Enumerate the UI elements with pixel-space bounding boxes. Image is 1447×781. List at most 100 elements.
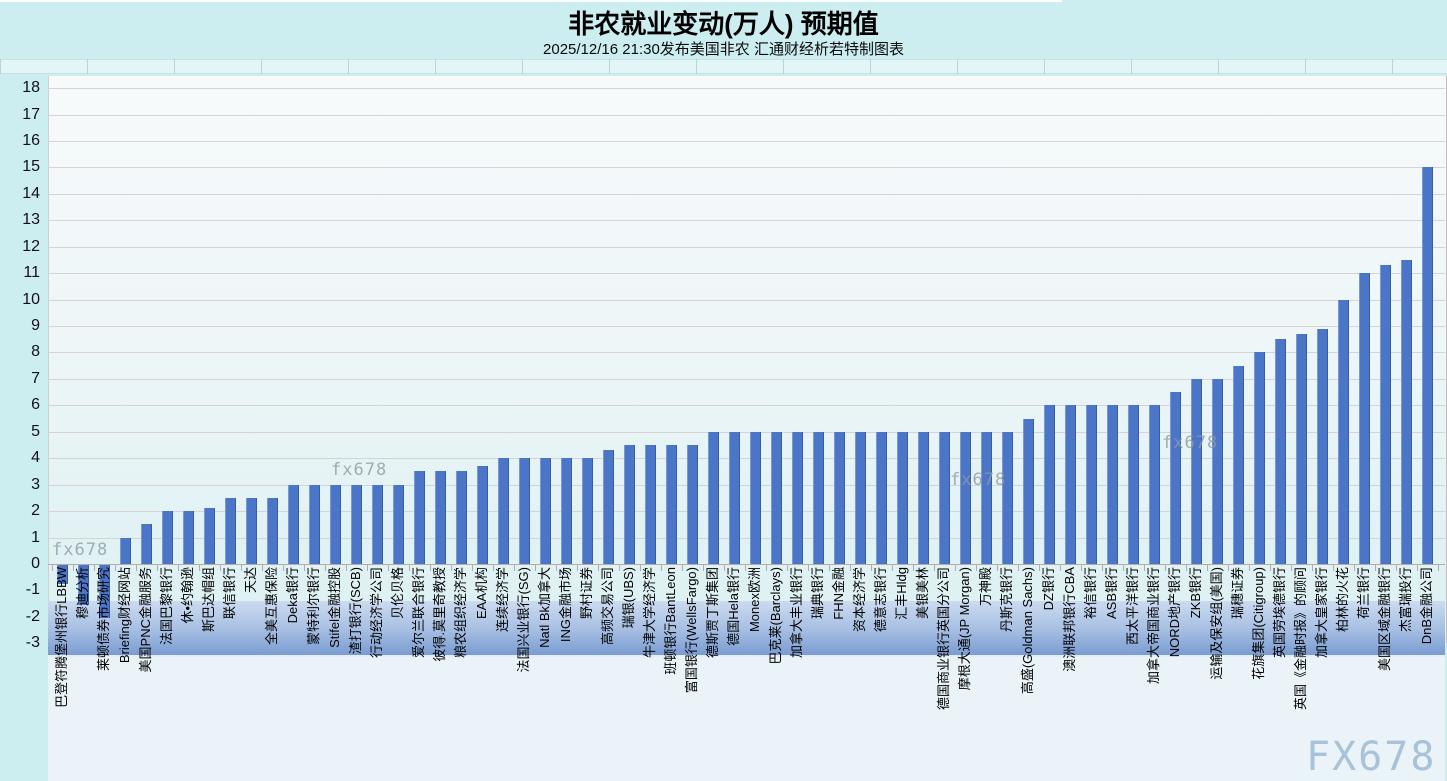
bar — [371, 484, 383, 564]
axis-tick — [1311, 565, 1313, 571]
axis-tick — [1374, 565, 1376, 571]
y-axis-tick-label: 17 — [22, 105, 40, 123]
x-axis-label: 瑞典银行 — [810, 567, 825, 620]
axis-tick — [345, 565, 347, 571]
gridline — [48, 431, 1445, 433]
axis-tick — [1122, 565, 1124, 571]
x-axis-label: 蒙特利尔银行 — [306, 567, 321, 646]
gridline — [48, 193, 1445, 195]
x-axis-label: 高盛(Goldman Sachs) — [1020, 567, 1035, 695]
gridline — [48, 326, 1445, 328]
bar — [602, 450, 614, 564]
x-axis-label: ING金融市场 — [558, 567, 573, 643]
bar — [707, 431, 719, 564]
x-axis-label: 粮农组织经济学 — [453, 567, 468, 659]
x-axis-label: 巴登符腾堡州银行LBBW — [54, 567, 69, 708]
axis-tick — [975, 565, 977, 571]
axis-tick — [492, 565, 494, 571]
x-axis-label: 天达 — [243, 567, 258, 594]
x-axis-label: 牛津大学经济学 — [642, 567, 657, 659]
x-axis-label: NORD地产银行 — [1167, 567, 1182, 658]
x-axis-label: 法国巴黎银行 — [159, 567, 174, 646]
watermark: fx678 — [52, 540, 109, 560]
bar — [77, 565, 89, 605]
axis-tick — [1353, 565, 1355, 571]
axis-tick — [1416, 565, 1418, 571]
y-axis-tick-label: 10 — [22, 290, 40, 308]
bar — [1379, 265, 1391, 564]
axis-tick — [282, 565, 284, 571]
axis-tick — [849, 565, 851, 571]
axis-tick — [912, 565, 914, 571]
x-axis-label: 高频交易公司 — [600, 567, 615, 646]
gridline — [48, 484, 1445, 486]
bar — [245, 497, 257, 564]
axis-tick — [429, 565, 431, 571]
bar — [539, 458, 551, 564]
axis-tick — [198, 565, 200, 571]
bar — [770, 431, 782, 564]
axis-tick — [702, 565, 704, 571]
bar — [917, 431, 929, 564]
axis-tick — [93, 565, 95, 571]
gridline — [48, 299, 1445, 301]
gridline — [48, 352, 1445, 354]
x-axis-label: 连续经济学 — [495, 567, 510, 633]
bar — [980, 431, 992, 564]
axis-tick — [219, 565, 221, 571]
y-axis-tick-label: 7 — [31, 369, 40, 387]
gridline — [48, 405, 1445, 407]
axis-tick — [135, 565, 137, 571]
bar — [1001, 431, 1013, 564]
x-axis-label: 德意志银行 — [873, 567, 888, 633]
bar — [875, 431, 887, 564]
x-axis-label: 休•约翰逊 — [180, 567, 195, 624]
x-axis-label: 爱尔兰联合银行 — [411, 567, 426, 659]
bar — [350, 484, 362, 564]
x-axis-label: Stifel金融控股 — [327, 567, 342, 648]
bar — [1022, 418, 1034, 564]
x-axis-label: 德斯贾丁斯集团 — [705, 567, 720, 659]
x-axis-label: Briefing财经网站 — [117, 567, 132, 664]
bar — [1295, 333, 1307, 564]
gridline — [48, 246, 1445, 248]
x-axis-label: 汇丰Hldg — [894, 567, 909, 620]
bar — [791, 431, 803, 564]
bar — [1358, 273, 1370, 564]
x-axis-label: 联信银行 — [222, 567, 237, 620]
bar — [959, 431, 971, 564]
x-axis-label: 摩根大通(JP Morgan) — [957, 567, 972, 691]
x-axis-label: 德国商业银行英国分公司 — [936, 567, 951, 711]
x-axis-label: 花旗集团(Citigroup) — [1251, 567, 1266, 680]
bar — [1043, 405, 1055, 564]
axis-tick — [618, 565, 620, 571]
watermark: fx678 — [331, 460, 388, 480]
bar — [1421, 167, 1433, 564]
bar — [161, 511, 173, 564]
watermark: fx678 — [950, 470, 1007, 490]
axis-tick — [513, 565, 515, 571]
axis-tick — [261, 565, 263, 571]
bar — [98, 565, 110, 618]
bar — [1400, 259, 1412, 564]
x-axis-label: 班顿银行BantLeon — [663, 567, 678, 675]
axis-tick — [324, 565, 326, 571]
axis-tick — [51, 565, 53, 571]
gridline — [48, 114, 1445, 116]
x-axis-label: 彼得.莫里奇教授 — [432, 567, 447, 662]
bar — [686, 445, 698, 564]
x-axis-label: 瑞银(UBS) — [621, 567, 636, 629]
axis-tick — [1206, 565, 1208, 571]
axis-tick — [681, 565, 683, 571]
bar — [308, 484, 320, 564]
bar — [1190, 378, 1202, 564]
bar — [1316, 328, 1328, 564]
axis-tick — [1395, 565, 1397, 571]
y-axis-tick-label: 18 — [22, 79, 40, 97]
x-axis-label-zone — [48, 657, 1445, 781]
bar — [1253, 352, 1265, 564]
x-axis-label: Deka银行 — [285, 567, 300, 624]
axis-tick — [303, 565, 305, 571]
axis-tick — [660, 565, 662, 571]
y-axis-tick-label: 5 — [31, 422, 40, 440]
